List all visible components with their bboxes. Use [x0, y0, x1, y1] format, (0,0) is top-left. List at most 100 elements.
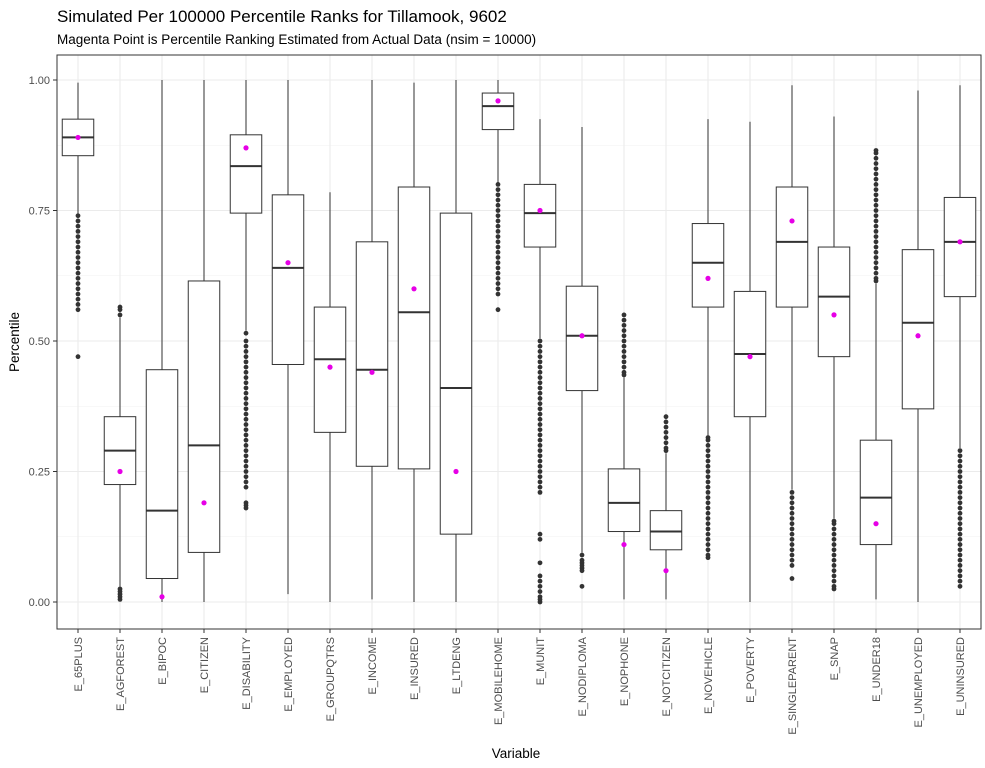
outlier-point: [537, 343, 543, 349]
outlier-point: [957, 531, 963, 537]
outlier-point: [243, 458, 249, 464]
outlier-point: [789, 552, 795, 558]
outlier-point: [705, 510, 711, 516]
box-e-ltdeng: [439, 80, 473, 602]
outlier-point: [831, 547, 837, 553]
outlier-point: [495, 270, 501, 276]
outlier-point: [621, 349, 627, 354]
y-tick-label: 1.00: [29, 75, 50, 87]
outlier-point: [873, 228, 879, 234]
outlier-point: [537, 453, 543, 459]
x-tick-label: E_NOPHONE: [619, 637, 631, 706]
outlier-point: [537, 338, 543, 344]
iqr-box: [271, 194, 305, 365]
outlier-point: [243, 401, 249, 407]
outlier-point: [957, 578, 963, 584]
outlier-point: [537, 375, 543, 380]
outlier-point: [243, 406, 249, 412]
outlier-point: [831, 526, 837, 532]
outlier-point: [705, 555, 711, 561]
outlier-point: [873, 265, 879, 271]
outlier-point: [243, 385, 249, 391]
box-e-insured: [397, 82, 431, 602]
outlier-point: [831, 552, 837, 558]
outlier-point: [537, 531, 543, 537]
y-axis-title: Percentile: [7, 312, 22, 372]
outlier-point: [705, 453, 711, 459]
outlier-point: [873, 244, 879, 250]
outlier-point: [579, 568, 585, 574]
outlier-point: [495, 249, 501, 255]
outlier-point: [873, 187, 879, 193]
actual-point: [831, 312, 837, 318]
outlier-point: [537, 469, 543, 474]
outlier-point: [243, 463, 249, 469]
outlier-point: [663, 419, 669, 425]
iqr-box: [355, 241, 389, 467]
x-tick-label: E_INSURED: [409, 637, 421, 700]
outlier-point: [75, 228, 81, 234]
iqr-box: [523, 183, 557, 248]
outlier-point: [495, 192, 501, 198]
x-tick-label: E_SNAP: [829, 637, 841, 680]
outlier-point: [243, 432, 249, 438]
outlier-point: [537, 364, 543, 370]
outlier-point: [75, 296, 81, 302]
outlier-point: [873, 176, 879, 182]
outlier-point: [537, 390, 543, 396]
outlier-point: [495, 234, 501, 240]
outlier-point: [873, 239, 879, 245]
outlier-point: [495, 228, 501, 234]
outlier-point: [495, 275, 501, 281]
outlier-point: [537, 484, 543, 490]
outlier-point: [831, 578, 837, 584]
actual-point: [915, 333, 921, 339]
outlier-point: [243, 364, 249, 370]
x-tick-label: E_UNDER18: [871, 637, 883, 702]
outlier-point: [243, 437, 249, 443]
actual-point: [369, 369, 375, 375]
outlier-point: [705, 495, 711, 500]
x-axis-title: Variable: [492, 746, 541, 761]
box-e-uninsured: [943, 85, 977, 589]
box-e-agforest: [103, 304, 137, 602]
outlier-point: [789, 521, 795, 527]
box-e-under18: [859, 148, 893, 600]
outlier-point: [873, 161, 879, 166]
iqr-box: [691, 223, 725, 308]
outlier-point: [495, 213, 501, 219]
outlier-point: [243, 453, 249, 459]
iqr-box: [145, 369, 179, 580]
outlier-point: [495, 255, 501, 260]
outlier-point: [663, 448, 669, 454]
outlier-point: [957, 469, 963, 474]
outlier-point: [789, 500, 795, 506]
outlier-point: [789, 547, 795, 553]
outlier-point: [957, 474, 963, 480]
box-e-bipoc: [145, 80, 179, 602]
outlier-point: [873, 234, 879, 240]
outlier-point: [705, 458, 711, 464]
outlier-point: [243, 354, 249, 360]
x-tick-label: E_EMPLOYED: [283, 637, 295, 712]
outlier-point: [873, 192, 879, 198]
iqr-box: [775, 186, 809, 308]
axis-layer: 0.00 0.25 0.50 0.75 1.00 E_65PLUS E_AGFOREST E_…: [29, 54, 982, 735]
outlier-point: [705, 437, 711, 443]
outlier-point: [537, 560, 543, 566]
outlier-point: [705, 479, 711, 485]
outlier-point: [537, 458, 543, 464]
outlier-point: [243, 484, 249, 490]
box-e-groupqtrs: [313, 192, 347, 602]
chart-subtitle: Magenta Point is Percentile Ranking Esti…: [57, 32, 537, 47]
outlier-point: [495, 260, 501, 266]
iqr-box: [901, 249, 935, 410]
outlier-point: [495, 223, 501, 229]
outlier-point: [75, 244, 81, 250]
outlier-point: [621, 338, 627, 344]
outlier-point: [705, 448, 711, 454]
outlier-point: [537, 536, 543, 542]
outlier-point: [537, 583, 543, 589]
outlier-point: [789, 563, 795, 568]
outlier-point: [75, 270, 81, 276]
